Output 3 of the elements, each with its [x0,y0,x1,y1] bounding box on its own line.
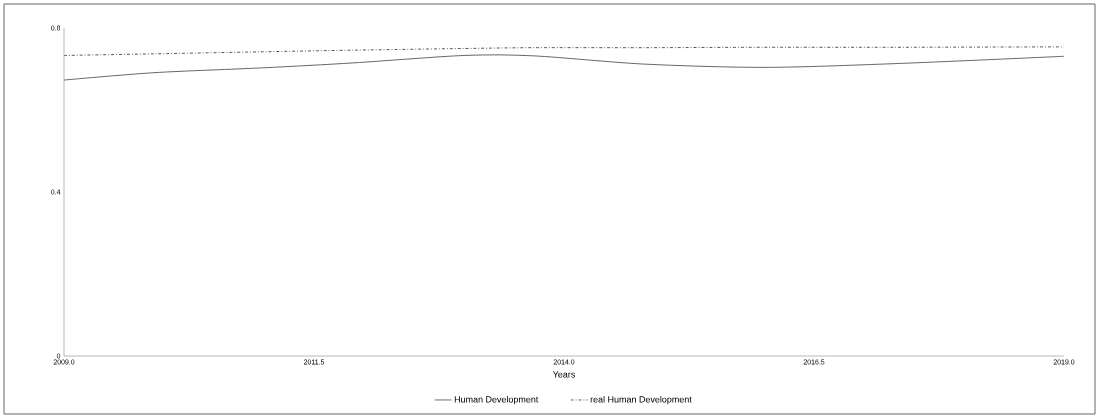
legend-label: Human Development [454,395,539,405]
legend-label: real Human Development [590,395,692,405]
x-axis-title: Years [552,371,575,378]
